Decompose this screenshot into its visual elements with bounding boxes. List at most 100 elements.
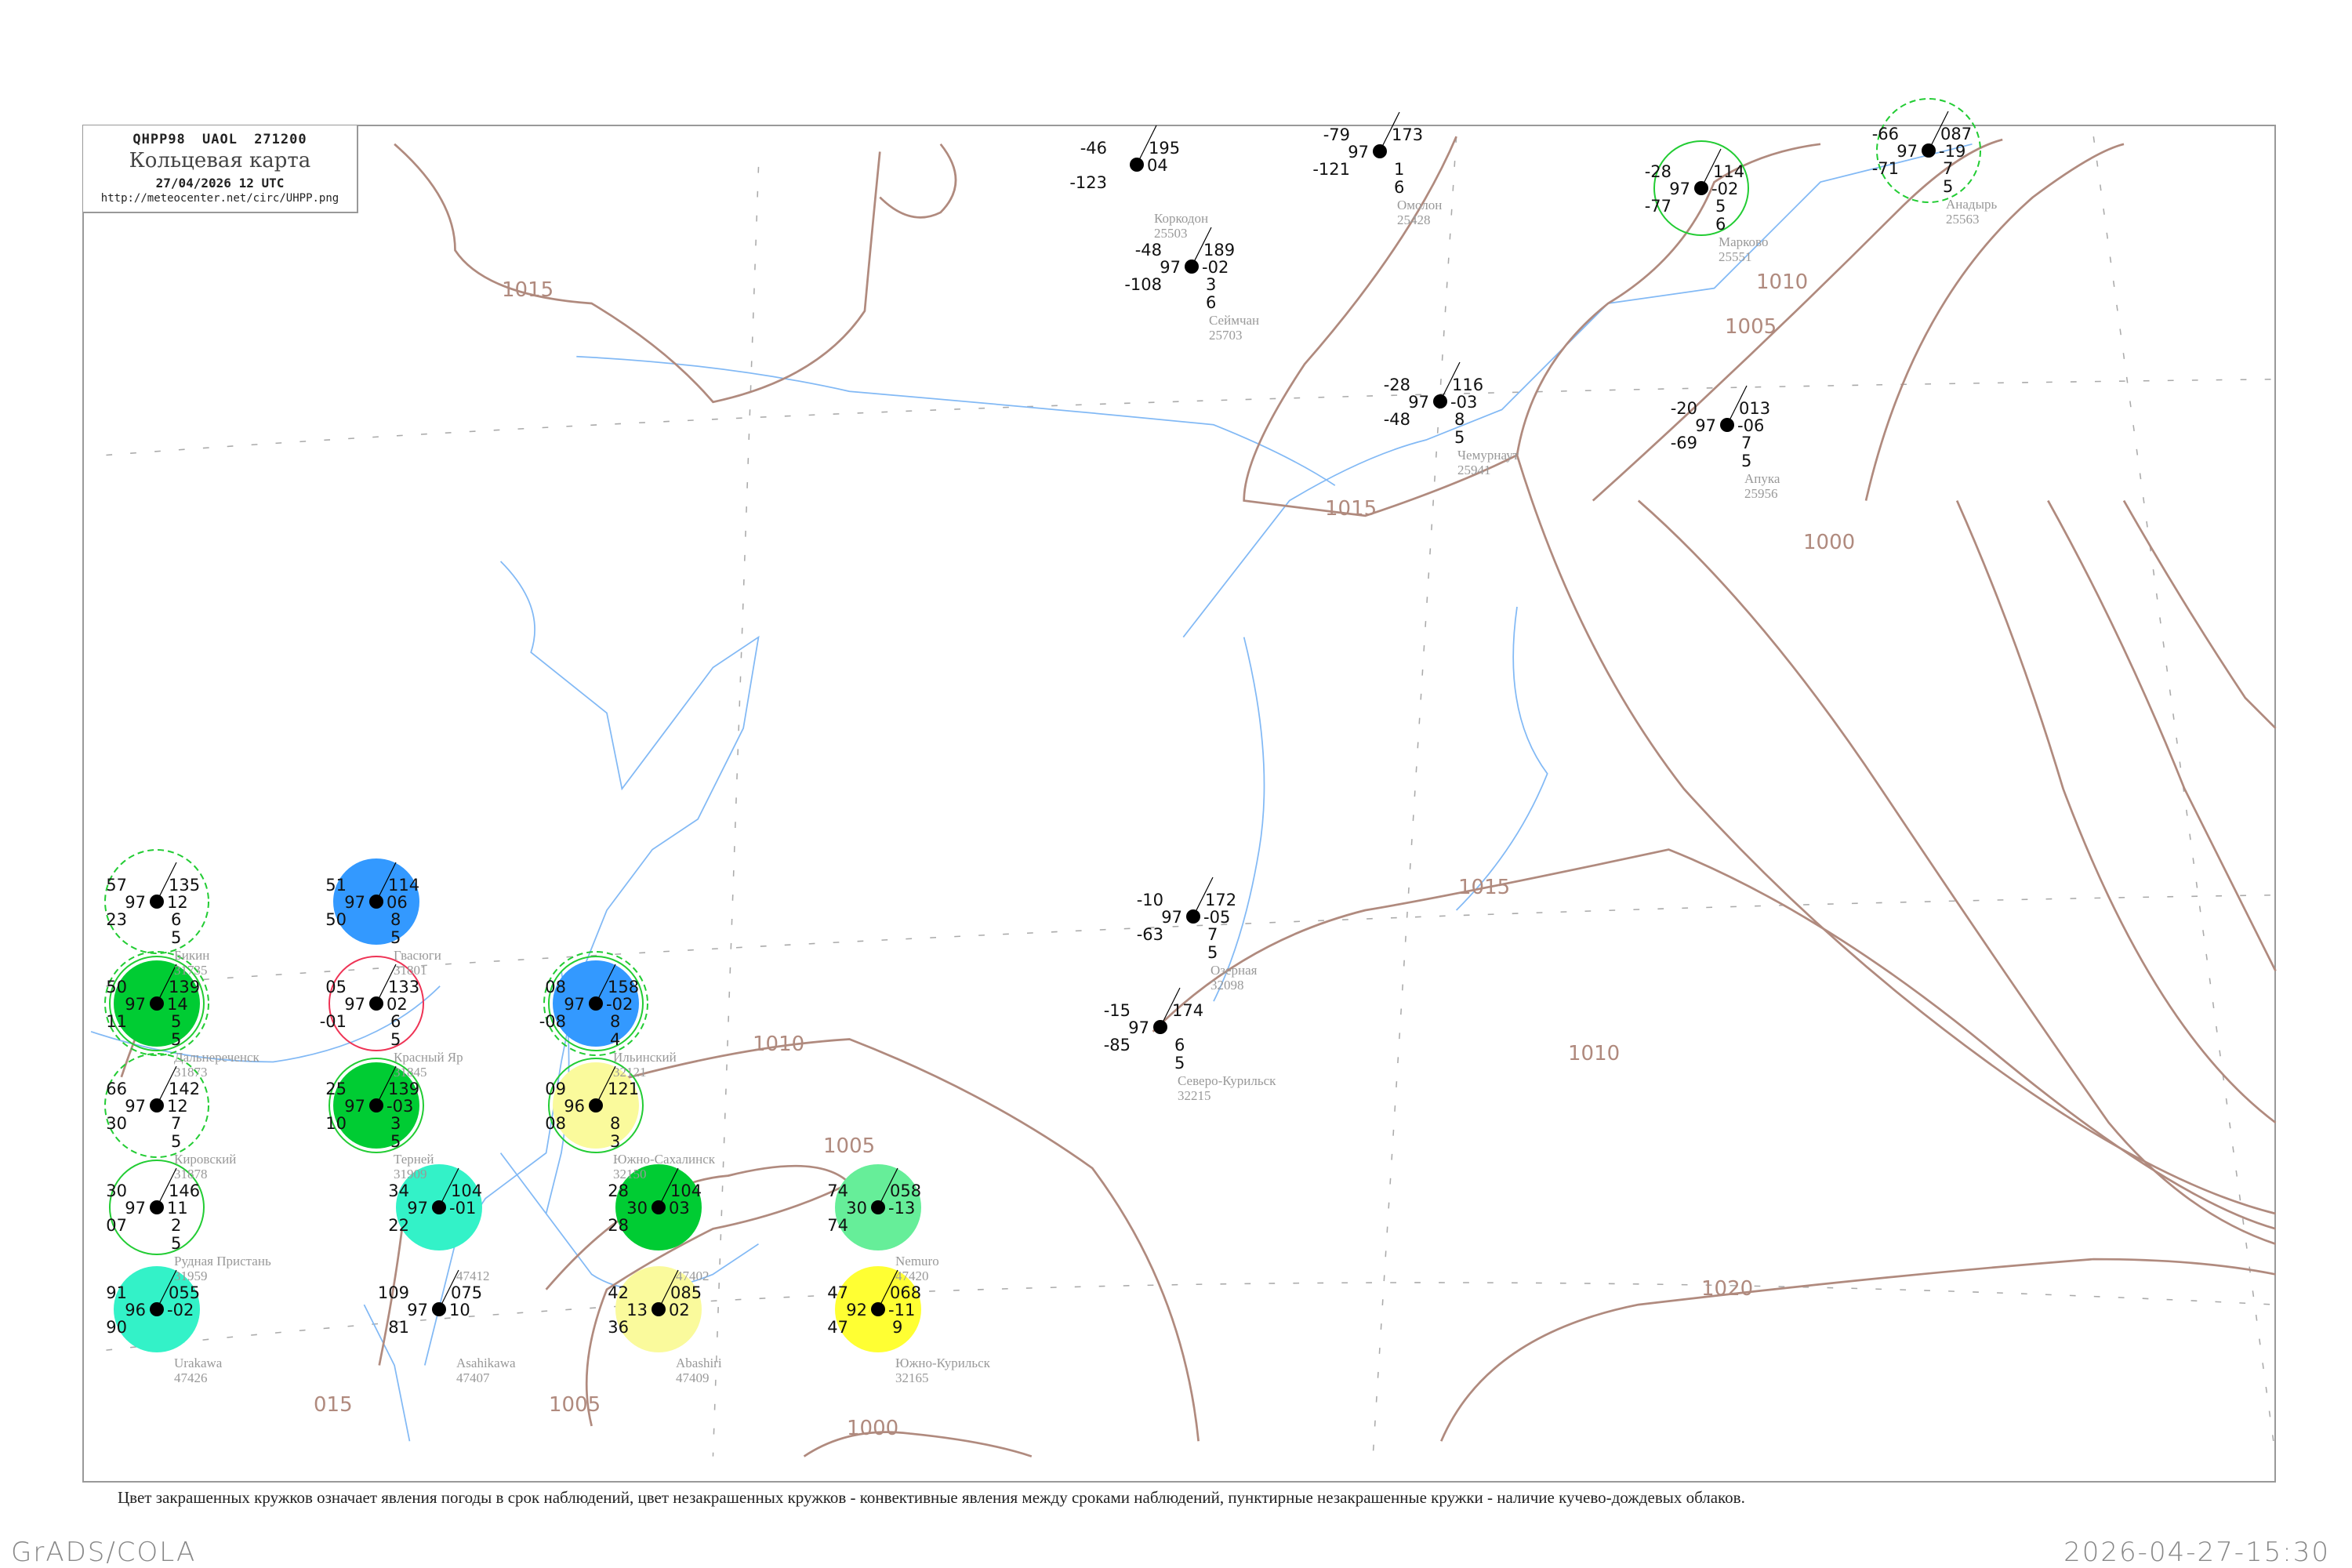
graticule bbox=[106, 136, 2277, 1457]
station-dewpoint: 30 bbox=[106, 1114, 127, 1133]
station-pressure: 116 bbox=[1452, 376, 1483, 394]
station-dewpoint: -123 bbox=[1069, 173, 1107, 192]
isobar-label: 1010 bbox=[1756, 270, 1808, 294]
station-dewpoint: 11 bbox=[106, 1012, 127, 1031]
station-temperature: -20 bbox=[1671, 399, 1697, 418]
station-temperature: 66 bbox=[106, 1080, 127, 1098]
station-visibility: 97 bbox=[1896, 142, 1918, 161]
station-dewpoint: -69 bbox=[1671, 434, 1697, 452]
station-dewpoint: -48 bbox=[1384, 410, 1410, 429]
station-visibility: 30 bbox=[626, 1199, 648, 1218]
station-pressure: 142 bbox=[169, 1080, 200, 1098]
station-pressure-tendency: 10 bbox=[449, 1301, 470, 1319]
station-temperature: 25 bbox=[325, 1080, 347, 1098]
station-dewpoint: -108 bbox=[1124, 275, 1162, 294]
station-visibility: 97 bbox=[344, 893, 365, 912]
station-cloud-height: 5 bbox=[390, 928, 401, 947]
station-cloud-low: 8 bbox=[610, 1114, 620, 1133]
station-cloud-height: 5 bbox=[390, 1030, 401, 1049]
map-datetime: 27/04/2026 12 UTC bbox=[155, 176, 285, 191]
station-cloud-low: 7 bbox=[1741, 434, 1751, 452]
station-temperature: 09 bbox=[545, 1080, 566, 1098]
station-index: 47409 bbox=[676, 1370, 710, 1385]
station-index: 31845 bbox=[394, 1065, 427, 1080]
station-dewpoint: 81 bbox=[388, 1318, 409, 1337]
station-name: Озерная bbox=[1210, 963, 1258, 978]
station-cloud-low: 1 bbox=[1394, 160, 1404, 179]
station-cloud-height: 6 bbox=[1394, 178, 1404, 197]
station-cloud-height: 6 bbox=[1715, 215, 1726, 234]
station-name: Красный Яр bbox=[394, 1050, 463, 1065]
station-temperature: -28 bbox=[1384, 376, 1410, 394]
station-visibility: 97 bbox=[407, 1199, 428, 1218]
wind-barb-icon bbox=[1160, 987, 1181, 1028]
station-pressure: 195 bbox=[1149, 139, 1180, 158]
station-pressure-tendency: 14 bbox=[167, 995, 188, 1014]
wind-barb-icon bbox=[1192, 877, 1214, 917]
station-name: Терней bbox=[394, 1152, 434, 1167]
station-pressure: 172 bbox=[1205, 891, 1236, 909]
station-pressure: 146 bbox=[169, 1181, 200, 1200]
station-pressure-tendency: -02 bbox=[167, 1301, 194, 1319]
station-visibility: 97 bbox=[1695, 416, 1716, 435]
station-cloud-low: 5 bbox=[171, 1012, 181, 1031]
station-pressure-tendency: 02 bbox=[387, 995, 408, 1014]
cloud-cover-icon bbox=[1433, 394, 1447, 408]
station-pressure-tendency: -19 bbox=[1939, 142, 1965, 161]
station-index: 31801 bbox=[394, 963, 427, 978]
wind-barb-icon bbox=[1136, 125, 1157, 165]
convective-ring bbox=[109, 956, 205, 1051]
station-circle-31959 bbox=[109, 1160, 205, 1255]
station-visibility: 97 bbox=[1669, 180, 1690, 198]
station-cloud-low: 7 bbox=[171, 1114, 181, 1133]
station-cloud-low: 2 bbox=[171, 1216, 181, 1235]
station-name: Северо-Курильск bbox=[1178, 1073, 1276, 1088]
isobar-label: 1010 bbox=[753, 1033, 804, 1056]
station-circle-31878 bbox=[104, 1053, 209, 1158]
isobar-label: 015 bbox=[314, 1393, 353, 1417]
station-visibility: 97 bbox=[125, 995, 146, 1014]
station-temperature: -48 bbox=[1135, 241, 1162, 260]
station-cloud-low: 7 bbox=[1207, 925, 1218, 944]
station-temperature: 30 bbox=[106, 1181, 127, 1200]
station-pressure-tendency: 12 bbox=[167, 1097, 188, 1116]
isobar-label: 1015 bbox=[1458, 876, 1510, 899]
title-box: QHPP98 UAOL 271200 Кольцевая карта 27/04… bbox=[83, 125, 358, 213]
station-pressure: 133 bbox=[388, 978, 419, 996]
station-pressure: 173 bbox=[1392, 125, 1423, 144]
station-pressure-tendency: -02 bbox=[606, 995, 633, 1014]
station-cloud-height: 5 bbox=[171, 1132, 181, 1151]
station-pressure: 068 bbox=[890, 1283, 921, 1302]
station-pressure-tendency: -06 bbox=[1737, 416, 1764, 435]
wind-barb-icon bbox=[1191, 227, 1212, 267]
station-pressure: 174 bbox=[1172, 1001, 1203, 1020]
station-temperature: 47 bbox=[827, 1283, 848, 1302]
wind-barb-icon bbox=[156, 1269, 177, 1310]
station-temperature: 51 bbox=[325, 876, 347, 895]
station-index: 32098 bbox=[1210, 978, 1244, 993]
station-index: 47412 bbox=[456, 1269, 490, 1283]
station-pressure: 104 bbox=[670, 1181, 702, 1200]
station-visibility: 96 bbox=[564, 1097, 585, 1116]
wind-barb-icon bbox=[658, 1167, 679, 1208]
station-temperature: 57 bbox=[106, 876, 127, 895]
station-index: 31909 bbox=[394, 1167, 427, 1181]
station-visibility: 97 bbox=[1160, 258, 1181, 277]
station-pressure: 121 bbox=[608, 1080, 639, 1098]
station-cloud-height: 5 bbox=[1741, 452, 1751, 470]
station-pressure: 135 bbox=[169, 876, 200, 895]
station-name: Рудная Пристань bbox=[174, 1254, 271, 1269]
cb-ring bbox=[104, 849, 209, 954]
station-pressure-tendency: -01 bbox=[449, 1199, 476, 1218]
station-dewpoint: -71 bbox=[1872, 159, 1899, 178]
station-name: Сеймчан bbox=[1209, 313, 1259, 328]
convective-ring bbox=[328, 1058, 424, 1153]
station-index: 31959 bbox=[174, 1269, 208, 1283]
station-visibility: 97 bbox=[1128, 1018, 1149, 1037]
isobar-label: 1010 bbox=[1568, 1042, 1620, 1065]
